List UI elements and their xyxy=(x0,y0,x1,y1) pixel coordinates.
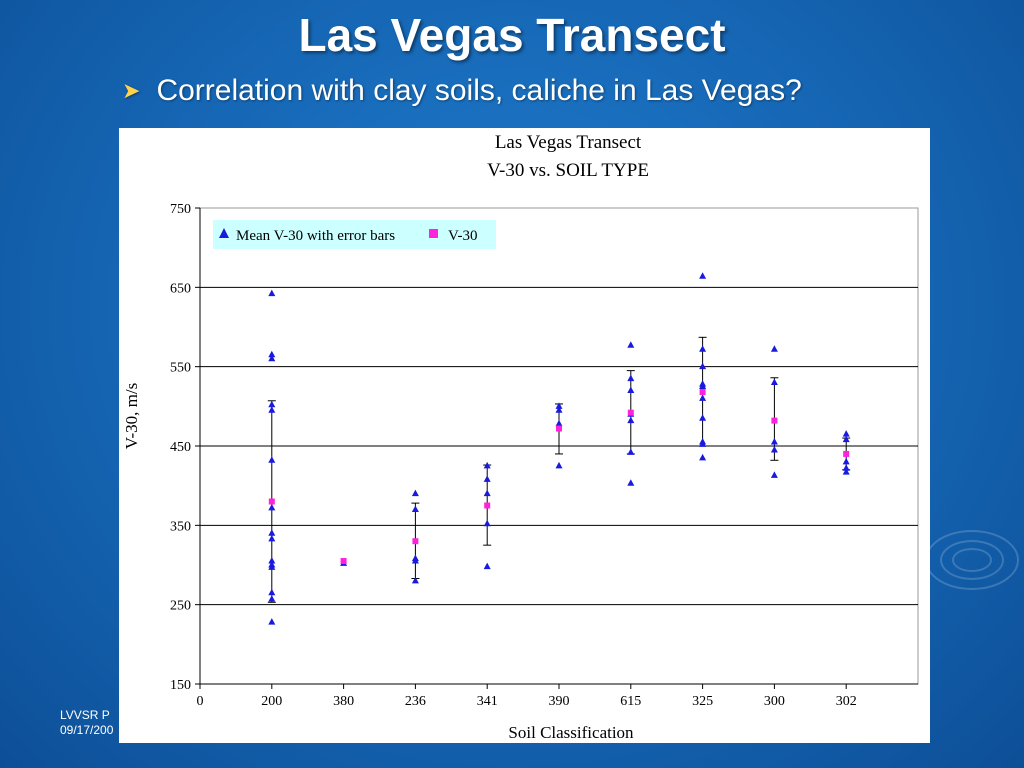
mean-v30-point xyxy=(770,378,778,386)
v30-point xyxy=(484,502,491,509)
mean-v30-point xyxy=(699,362,707,370)
mean-v30-point xyxy=(268,618,276,625)
mean-v30-point xyxy=(699,440,707,447)
mean-v30-point xyxy=(268,289,276,297)
legend-mean-marker xyxy=(219,228,229,238)
mean-v30-point xyxy=(627,448,635,455)
x-tick-label: 325 xyxy=(692,694,713,709)
mean-v30-point xyxy=(627,386,635,393)
mean-v30-point xyxy=(268,503,276,511)
mean-v30-point xyxy=(268,557,276,564)
mean-v30-point xyxy=(411,489,419,497)
legend-v30-label: V-30 xyxy=(448,228,477,244)
y-tick-label: 250 xyxy=(170,599,191,614)
scatter-chart: Las Vegas Transect V-30 vs. SOIL TYPE 15… xyxy=(122,132,919,742)
mean-v30-point xyxy=(483,519,491,527)
y-tick-label: 350 xyxy=(170,519,191,534)
v30-point xyxy=(627,409,634,416)
x-axis-label: Soil Classification xyxy=(508,723,634,742)
mean-v30-point xyxy=(268,354,276,362)
bullet-item: ➤ Correlation with clay soils, caliche i… xyxy=(122,74,802,108)
mean-v30-point xyxy=(555,461,563,469)
chart-title-line-1: Las Vegas Transect xyxy=(495,132,642,153)
x-tick-label: 341 xyxy=(477,694,498,709)
mean-v30-point xyxy=(411,557,419,564)
mean-v30-point xyxy=(770,438,778,445)
v30-point xyxy=(843,450,850,457)
mean-v30-point xyxy=(770,345,778,352)
footer-text: LVVSR P 09/17/200 xyxy=(60,708,120,738)
mean-v30-point xyxy=(268,595,276,602)
x-tick-label: 615 xyxy=(620,694,641,709)
mean-v30-point xyxy=(699,272,707,279)
x-tick-label: 390 xyxy=(549,694,570,709)
x-tick-label: 302 xyxy=(836,694,857,709)
mean-v30-point xyxy=(268,588,276,596)
footer-line-2: 09/17/200 xyxy=(60,723,114,737)
y-tick-label: 150 xyxy=(170,678,191,693)
mean-v30-point xyxy=(483,489,491,497)
mean-v30-point xyxy=(268,529,276,536)
v30-point xyxy=(412,538,419,545)
x-tick-label: 200 xyxy=(261,694,282,709)
v30-point xyxy=(340,558,347,565)
y-axis-label: V-30, m/s xyxy=(122,383,141,449)
mean-v30-point xyxy=(627,374,635,382)
mean-v30-point xyxy=(699,394,707,401)
mean-v30-point xyxy=(627,479,635,486)
mean-v30-point xyxy=(842,435,850,443)
mean-v30-point xyxy=(770,445,778,453)
mean-v30-point xyxy=(411,576,419,584)
mean-v30-point xyxy=(555,419,563,427)
legend-v30-marker xyxy=(429,229,438,238)
mean-v30-point xyxy=(627,341,635,348)
v30-point xyxy=(771,417,778,424)
mean-v30-point xyxy=(555,406,563,413)
v30-point xyxy=(268,498,275,505)
mean-v30-point xyxy=(555,402,563,409)
mean-v30-point xyxy=(699,414,707,421)
mean-v30-point xyxy=(842,430,850,437)
x-tick-label: 236 xyxy=(405,694,426,709)
mean-v30-point xyxy=(842,457,850,465)
arrow-bullet-icon: ➤ xyxy=(122,78,141,103)
mean-v30-point xyxy=(770,471,778,478)
mean-v30-point xyxy=(268,400,276,408)
legend-mean-label: Mean V-30 with error bars xyxy=(236,228,395,244)
chart-panel: Las Vegas Transect V-30 vs. SOIL TYPE 15… xyxy=(119,128,930,743)
legend-box xyxy=(213,220,496,249)
mean-v30-point xyxy=(268,350,276,358)
mean-v30-point xyxy=(268,406,276,413)
mean-v30-point xyxy=(483,461,491,469)
mean-v30-point xyxy=(699,453,707,461)
mean-v30-point xyxy=(268,563,276,570)
mean-v30-point xyxy=(483,562,491,570)
mean-v30-point xyxy=(268,456,276,463)
slide-title: Las Vegas Transect xyxy=(298,9,726,61)
ripple-decoration xyxy=(925,530,1019,590)
x-tick-label: 0 xyxy=(197,694,204,709)
mean-v30-point xyxy=(411,505,419,512)
legend: Mean V-30 with error bars V-30 xyxy=(213,220,496,249)
v30-point xyxy=(556,425,562,432)
x-tick-label: 380 xyxy=(333,694,354,709)
mean-v30-point xyxy=(268,534,276,542)
mean-v30-point xyxy=(699,382,707,389)
footer-line-1: LVVSR P xyxy=(60,708,110,722)
bullet-text: Correlation with clay soils, caliche in … xyxy=(156,74,802,107)
chart-title-line-2: V-30 vs. SOIL TYPE xyxy=(487,160,649,181)
y-tick-label: 450 xyxy=(170,440,191,455)
x-tick-label: 300 xyxy=(764,694,785,709)
mean-v30-point xyxy=(699,345,707,352)
mean-v30-point xyxy=(627,416,635,424)
v30-point xyxy=(699,389,706,396)
y-tick-label: 750 xyxy=(170,202,191,217)
mean-v30-point xyxy=(842,464,850,471)
y-tick-label: 650 xyxy=(170,281,191,296)
y-tick-label: 550 xyxy=(170,361,191,376)
mean-v30-point xyxy=(842,468,850,475)
mean-v30-point xyxy=(483,475,491,482)
